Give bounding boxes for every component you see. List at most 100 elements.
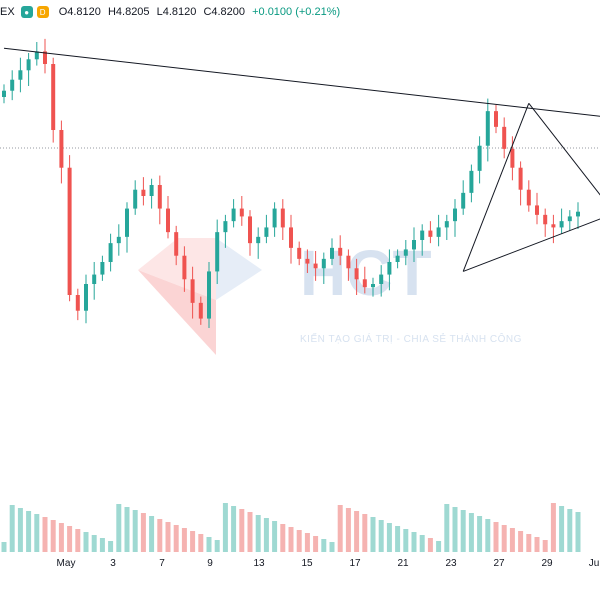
candle-body	[371, 284, 375, 288]
volume-bar	[403, 529, 409, 552]
legend-close: C4.8200	[203, 6, 246, 18]
candle-body	[444, 221, 449, 228]
volume-bar	[75, 529, 81, 552]
trendline[interactable]	[463, 215, 600, 272]
volume-bar	[567, 509, 573, 552]
volume-bar	[550, 503, 556, 552]
candle-body	[494, 111, 498, 127]
volume-bar	[231, 506, 237, 552]
candle-body	[10, 79, 15, 91]
x-tick-label: 27	[493, 558, 505, 569]
volume-bar	[493, 522, 499, 552]
candle-body	[420, 230, 425, 240]
candle-body	[67, 167, 72, 295]
x-tick-label: 3	[110, 558, 116, 569]
candle-body	[567, 216, 572, 222]
candle-body	[543, 214, 548, 225]
candle-body	[92, 274, 97, 284]
volume-bar	[124, 507, 130, 552]
candle-body	[526, 189, 531, 206]
candle-body	[149, 185, 154, 196]
candle-body	[157, 185, 162, 209]
volume-bar	[321, 539, 327, 552]
candle-body	[518, 167, 523, 190]
volume-bar	[173, 525, 179, 552]
candle-body	[59, 130, 64, 168]
candle-body	[297, 247, 302, 259]
candle-body	[239, 208, 244, 217]
volume-bar	[485, 519, 491, 552]
volume-bar	[411, 532, 417, 552]
volume-bar	[386, 523, 392, 552]
trendlines-layer	[3, 47, 600, 272]
candle-body	[272, 208, 277, 228]
candle-body	[215, 232, 220, 272]
volume-bar	[132, 510, 138, 552]
legend-high: H4.8205	[107, 6, 150, 18]
volume-bar	[34, 514, 40, 552]
volume-bar	[58, 523, 64, 552]
chart-legend: EX ● D O4.8120 H4.8205 L4.8120 C4.8200 +…	[0, 2, 344, 22]
candle-body	[280, 208, 285, 228]
trendline[interactable]	[528, 102, 600, 208]
volume-bar	[222, 503, 228, 552]
candle-body	[108, 243, 113, 262]
volume-bar	[345, 508, 351, 552]
candle-body	[305, 258, 310, 264]
candle-body	[264, 227, 269, 237]
volume-bar	[83, 532, 89, 552]
candle-body	[551, 224, 556, 228]
candle-body	[395, 255, 400, 262]
legend-low: L4.8120	[156, 6, 197, 18]
candle-body	[207, 271, 211, 319]
legend-d-badge[interactable]: D	[36, 6, 49, 18]
candle-body	[18, 70, 23, 80]
volume-bar	[378, 520, 384, 552]
x-tick-label: Ju	[589, 558, 600, 569]
volume-bar	[99, 538, 105, 552]
candle-body	[174, 232, 179, 256]
volume-bar	[370, 517, 376, 552]
candle-body	[559, 221, 564, 228]
volume-bar	[247, 512, 253, 552]
candle-body	[313, 263, 318, 269]
volume-bar	[296, 530, 302, 552]
candle-body	[330, 247, 334, 259]
x-tick-label: 15	[301, 558, 313, 569]
volume-bar	[354, 511, 360, 552]
eye-icon[interactable]: ●	[20, 6, 33, 18]
volume-bar	[181, 528, 187, 552]
x-tick-label: 29	[541, 558, 553, 569]
volume-bar	[140, 513, 146, 552]
candle-body	[198, 302, 203, 319]
volume-layer	[1, 503, 581, 552]
volume-bar	[460, 510, 466, 552]
legend-symbol: EX	[0, 6, 15, 18]
candle-body	[190, 279, 195, 303]
candle-body	[34, 51, 39, 60]
volume-bar	[165, 522, 171, 552]
volume-bar	[263, 518, 269, 552]
volume-bar	[206, 537, 212, 552]
volume-bar	[198, 534, 204, 552]
candle-body	[133, 189, 138, 209]
candle-body	[379, 274, 384, 284]
candle-body	[436, 227, 441, 237]
candle-body	[502, 126, 507, 149]
volume-bar	[534, 537, 540, 552]
volume-bar	[50, 520, 56, 552]
volume-bar	[67, 526, 73, 552]
volume-bar	[477, 516, 483, 552]
x-tick-label: 9	[207, 558, 213, 569]
candle-body	[428, 230, 433, 237]
x-tick-label: 7	[159, 558, 165, 569]
candle-body	[248, 216, 252, 244]
trendline[interactable]	[462, 103, 530, 272]
volume-bar	[313, 536, 319, 552]
trendline[interactable]	[3, 47, 600, 117]
candle-body	[223, 221, 228, 233]
volume-bar	[444, 504, 450, 552]
x-axis: May 3 7 9 13 15 17 21 23 27 29 Ju	[57, 558, 600, 569]
volume-bar	[436, 541, 442, 552]
